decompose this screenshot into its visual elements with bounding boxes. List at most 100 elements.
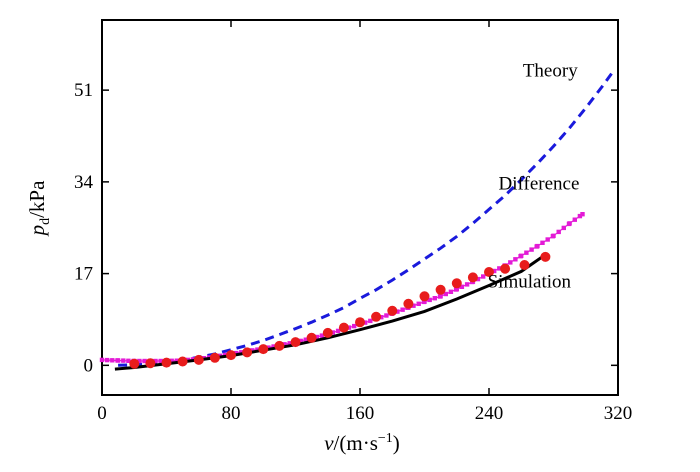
series-difference-marker-108 bbox=[535, 243, 540, 249]
series-difference-marker-112 bbox=[551, 233, 556, 238]
annotation-simulation: Simulation bbox=[488, 272, 572, 293]
series-difference-marker-41 bbox=[266, 345, 271, 350]
series-simulation-point-20 bbox=[451, 278, 462, 289]
annotation-theory: Theory bbox=[523, 61, 578, 82]
series-difference-marker-93 bbox=[475, 276, 481, 282]
series-difference-marker-102 bbox=[513, 257, 518, 262]
series-difference-marker-53 bbox=[314, 334, 319, 340]
series-simulation-point-19 bbox=[435, 284, 446, 295]
series-difference-marker-73 bbox=[395, 309, 400, 314]
series-simulation-point-25 bbox=[540, 251, 551, 262]
series-difference-marker-33 bbox=[234, 350, 239, 356]
x-tick-label-0: 0 bbox=[97, 403, 107, 424]
series-simulation-point-1 bbox=[145, 358, 156, 369]
series-simulation-point-4 bbox=[193, 354, 204, 365]
x-tick-label-4: 320 bbox=[604, 403, 633, 424]
series-difference-marker-116 bbox=[567, 221, 572, 226]
series-difference-marker-97 bbox=[492, 268, 497, 274]
series-difference-marker-37 bbox=[250, 348, 255, 353]
x-axis-unit-sup: −1 bbox=[378, 431, 393, 446]
series-simulation-point-10 bbox=[290, 337, 301, 348]
series-difference-marker-105 bbox=[524, 250, 529, 255]
y-tick-label-1: 17 bbox=[74, 264, 93, 285]
series-simulation-point-15 bbox=[371, 311, 382, 322]
series-difference-marker-113 bbox=[556, 229, 561, 235]
series-fit-line bbox=[114, 253, 547, 371]
x-axis-title: v/(m·s−1) bbox=[324, 431, 400, 455]
series-difference-marker-94 bbox=[481, 274, 486, 279]
series-difference-marker-81 bbox=[427, 297, 432, 303]
series-difference-marker-84 bbox=[438, 294, 443, 299]
series-difference-marker-106 bbox=[529, 247, 534, 252]
series-difference-marker-80 bbox=[422, 299, 427, 304]
series-difference-marker-89 bbox=[459, 284, 465, 289]
series-difference-marker-109 bbox=[540, 240, 545, 245]
series-difference-marker-61 bbox=[346, 325, 352, 330]
series-difference-marker-117 bbox=[572, 217, 577, 222]
series-difference-marker-85 bbox=[443, 291, 448, 297]
series-difference-marker-0 bbox=[99, 357, 105, 363]
y-tick-label-3: 51 bbox=[74, 80, 93, 101]
series-difference-marker-10 bbox=[142, 358, 147, 364]
tick-labels: 0 80 160 240 320 0 17 34 51 bbox=[74, 80, 632, 424]
series-simulation-point-2 bbox=[161, 357, 172, 368]
series-difference-marker-69 bbox=[379, 315, 384, 320]
series-difference-marker-57 bbox=[330, 330, 336, 335]
y-tick-label-2: 34 bbox=[74, 172, 94, 193]
series-difference-marker-86 bbox=[448, 289, 454, 294]
series-simulation-point-21 bbox=[467, 272, 478, 283]
x-tick-label-2: 160 bbox=[346, 403, 375, 424]
x-axis-unit: /(m·s bbox=[334, 431, 378, 455]
series-difference-marker-88 bbox=[454, 287, 459, 292]
series-difference-marker-104 bbox=[519, 253, 524, 258]
series-simulation-point-23 bbox=[500, 263, 511, 274]
series-simulation-point-6 bbox=[226, 350, 236, 361]
series-simulation-point-14 bbox=[355, 317, 365, 328]
series-difference-marker-82 bbox=[432, 296, 437, 301]
series-simulation-point-0 bbox=[129, 358, 140, 369]
series-difference-marker-98 bbox=[497, 266, 502, 271]
series-difference-marker-42 bbox=[271, 344, 276, 349]
series-simulation-point-24 bbox=[519, 260, 530, 270]
series-simulation-point-9 bbox=[274, 340, 285, 351]
series-difference-marker-1 bbox=[105, 357, 110, 363]
series-difference-marker-65 bbox=[363, 320, 368, 325]
series-difference-marker-49 bbox=[298, 338, 303, 344]
series-difference-marker-38 bbox=[255, 347, 260, 352]
series-simulation-point-17 bbox=[403, 298, 414, 309]
series-difference-marker-13 bbox=[153, 358, 158, 364]
series-difference-marker-4 bbox=[115, 358, 121, 363]
x-tick-label-3: 240 bbox=[475, 403, 504, 424]
series-difference-marker-78 bbox=[416, 301, 421, 306]
series-difference-marker-34 bbox=[239, 350, 244, 355]
series-difference-marker-74 bbox=[400, 307, 405, 312]
series-simulation-point-8 bbox=[258, 344, 269, 355]
series-difference-marker-54 bbox=[319, 333, 325, 338]
series-difference-marker-118 bbox=[577, 213, 583, 219]
ticks bbox=[101, 20, 619, 395]
y-axis-var: p bbox=[25, 225, 49, 238]
series-difference-marker-58 bbox=[335, 328, 341, 334]
series-simulation-point-11 bbox=[306, 332, 317, 343]
series-difference-marker-9 bbox=[137, 358, 142, 364]
x-axis-var: v bbox=[324, 431, 334, 455]
series-difference-marker-66 bbox=[368, 318, 373, 324]
series-difference-marker-45 bbox=[282, 342, 287, 347]
x-axis-unit-close: ) bbox=[393, 431, 400, 455]
series-layer bbox=[99, 68, 617, 371]
series-difference-marker-50 bbox=[303, 337, 308, 342]
series-difference-marker-2 bbox=[110, 358, 115, 363]
series-simulation-point-18 bbox=[419, 291, 430, 302]
annotations: Theory Difference Simulation bbox=[488, 61, 580, 293]
series-simulation-point-22 bbox=[484, 267, 494, 277]
series-difference-marker-70 bbox=[384, 313, 389, 318]
series-difference-marker-114 bbox=[561, 225, 566, 231]
series-difference-marker-18 bbox=[174, 358, 179, 363]
series-difference-marker-119 bbox=[580, 212, 585, 217]
series-difference-marker-101 bbox=[508, 260, 513, 265]
series-difference-marker-14 bbox=[158, 358, 163, 364]
series-simulation-point-7 bbox=[242, 347, 253, 358]
series-simulation-point-3 bbox=[177, 356, 188, 367]
series-difference-marker-77 bbox=[411, 303, 416, 308]
